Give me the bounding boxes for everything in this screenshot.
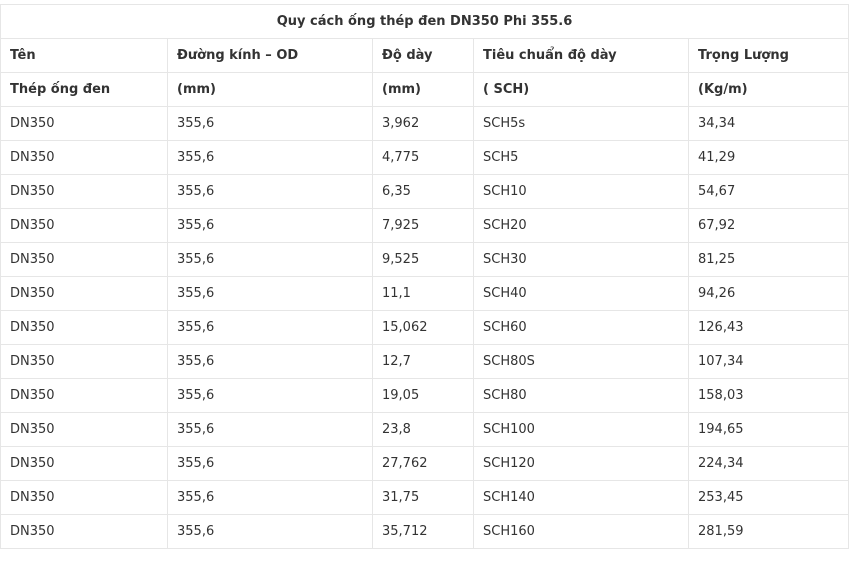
data-cell: 4,775 [372, 140, 474, 175]
data-row: DN350 355,6 23,8 SCH100 194,65 [0, 412, 849, 447]
header-cell: (Kg/m) [688, 72, 849, 107]
data-row: DN350 355,6 19,05 SCH80 158,03 [0, 378, 849, 413]
data-row: DN350 355,6 15,062 SCH60 126,43 [0, 310, 849, 345]
data-row: DN350 355,6 4,775 SCH5 41,29 [0, 140, 849, 175]
title-row: Quy cách ống thép đen DN350 Phi 355.6 [0, 4, 849, 39]
data-row: DN350 355,6 11,1 SCH40 94,26 [0, 276, 849, 311]
header-cell: Tiêu chuẩn độ dày [473, 38, 689, 73]
data-cell: 158,03 [688, 378, 849, 413]
data-cell: 355,6 [167, 310, 373, 345]
data-cell: 34,34 [688, 106, 849, 141]
data-cell: 11,1 [372, 276, 474, 311]
data-cell: 355,6 [167, 480, 373, 515]
data-cell: SCH80 [473, 378, 689, 413]
data-row: DN350 355,6 6,35 SCH10 54,67 [0, 174, 849, 209]
data-cell: 67,92 [688, 208, 849, 243]
data-cell: DN350 [0, 208, 168, 243]
data-cell: SCH140 [473, 480, 689, 515]
data-row: DN350 355,6 27,762 SCH120 224,34 [0, 446, 849, 481]
data-cell: 9,525 [372, 242, 474, 277]
data-cell: 27,762 [372, 446, 474, 481]
data-cell: SCH100 [473, 412, 689, 447]
header-cell: Trọng Lượng [688, 38, 849, 73]
table-title: Quy cách ống thép đen DN350 Phi 355.6 [0, 4, 849, 39]
data-cell: SCH5 [473, 140, 689, 175]
data-cell: 41,29 [688, 140, 849, 175]
data-cell: DN350 [0, 446, 168, 481]
data-cell: 355,6 [167, 208, 373, 243]
header-cell: (mm) [167, 72, 373, 107]
data-cell: DN350 [0, 344, 168, 379]
data-cell: 94,26 [688, 276, 849, 311]
data-cell: DN350 [0, 276, 168, 311]
header-cell: (mm) [372, 72, 474, 107]
data-row: DN350 355,6 7,925 SCH20 67,92 [0, 208, 849, 243]
data-cell: 15,062 [372, 310, 474, 345]
header-cell: Đường kính – OD [167, 38, 373, 73]
spec-table: Quy cách ống thép đen DN350 Phi 355.6 Tê… [0, 4, 849, 549]
header-cell: Thép ống đen [0, 72, 168, 107]
data-cell: 3,962 [372, 106, 474, 141]
data-cell: SCH160 [473, 514, 689, 549]
data-cell: SCH40 [473, 276, 689, 311]
data-row: DN350 355,6 12,7 SCH80S 107,34 [0, 344, 849, 379]
data-cell: 355,6 [167, 276, 373, 311]
data-cell: SCH30 [473, 242, 689, 277]
data-cell: DN350 [0, 378, 168, 413]
data-cell: 355,6 [167, 174, 373, 209]
data-cell: DN350 [0, 310, 168, 345]
data-cell: 355,6 [167, 242, 373, 277]
data-cell: DN350 [0, 412, 168, 447]
data-cell: 355,6 [167, 106, 373, 141]
data-cell: 31,75 [372, 480, 474, 515]
data-cell: 281,59 [688, 514, 849, 549]
data-cell: 355,6 [167, 378, 373, 413]
data-cell: 126,43 [688, 310, 849, 345]
header-cell: ( SCH) [473, 72, 689, 107]
data-cell: 355,6 [167, 446, 373, 481]
data-cell: SCH10 [473, 174, 689, 209]
data-cell: 23,8 [372, 412, 474, 447]
header-row: Tên Đường kính – OD Độ dày Tiêu chuẩn độ dà… [0, 38, 849, 73]
data-cell: SCH60 [473, 310, 689, 345]
data-cell: 355,6 [167, 514, 373, 549]
data-cell: 355,6 [167, 412, 373, 447]
data-cell: 355,6 [167, 140, 373, 175]
data-row: DN350 355,6 35,712 SCH160 281,59 [0, 514, 849, 549]
header-cell: Độ dày [372, 38, 474, 73]
data-cell: 19,05 [372, 378, 474, 413]
data-cell: DN350 [0, 174, 168, 209]
data-cell: 54,67 [688, 174, 849, 209]
data-cell: 81,25 [688, 242, 849, 277]
data-cell: SCH120 [473, 446, 689, 481]
data-cell: 12,7 [372, 344, 474, 379]
data-cell: SCH80S [473, 344, 689, 379]
data-cell: 253,45 [688, 480, 849, 515]
data-cell: 35,712 [372, 514, 474, 549]
table-body: Quy cách ống thép đen DN350 Phi 355.6 Tê… [0, 4, 849, 549]
data-cell: DN350 [0, 514, 168, 549]
data-row: DN350 355,6 9,525 SCH30 81,25 [0, 242, 849, 277]
data-cell: DN350 [0, 480, 168, 515]
data-cell: DN350 [0, 242, 168, 277]
data-cell: SCH20 [473, 208, 689, 243]
data-cell: 194,65 [688, 412, 849, 447]
data-row: DN350 355,6 31,75 SCH140 253,45 [0, 480, 849, 515]
data-cell: 7,925 [372, 208, 474, 243]
data-cell: DN350 [0, 106, 168, 141]
header-cell: Tên [0, 38, 168, 73]
header-row: Thép ống đen (mm) (mm)( SCH) (Kg/m) [0, 72, 849, 107]
data-row: DN350 355,6 3,962 SCH5s 34,34 [0, 106, 849, 141]
data-cell: 224,34 [688, 446, 849, 481]
data-cell: 355,6 [167, 344, 373, 379]
data-cell: DN350 [0, 140, 168, 175]
data-cell: 6,35 [372, 174, 474, 209]
data-cell: 107,34 [688, 344, 849, 379]
data-cell: SCH5s [473, 106, 689, 141]
